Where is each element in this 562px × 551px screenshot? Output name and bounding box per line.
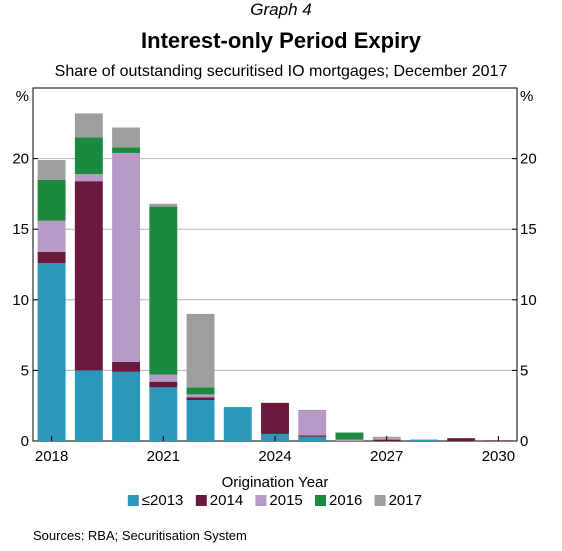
- bar-segment: [261, 402, 289, 434]
- bar-segment: [223, 407, 252, 441]
- y-tick-label-left: 20: [12, 151, 29, 168]
- bar-segment: [112, 147, 141, 153]
- bar-segment: [74, 181, 103, 371]
- y-tick-label-right: 20: [520, 151, 537, 168]
- chart-subtitle: Share of outstanding securitised IO mort…: [54, 63, 508, 80]
- bar-segment: [149, 374, 178, 382]
- bar-segment: [149, 381, 178, 388]
- legend-label: 2017: [389, 492, 422, 509]
- bar-segment: [37, 220, 66, 252]
- y-tick-label-left: 10: [12, 292, 29, 309]
- bar-segment: [298, 436, 327, 441]
- bar-segment: [112, 127, 141, 148]
- y-tick-label-right: 5: [520, 362, 528, 379]
- graph-label: Graph 4: [250, 0, 312, 19]
- bar-segment: [149, 387, 178, 441]
- y-unit-right: %: [520, 88, 533, 105]
- y-unit-left: %: [16, 88, 29, 105]
- bar-segment: [298, 409, 327, 412]
- bar-segment: [447, 438, 476, 441]
- bar-segment: [74, 137, 103, 175]
- y-tick-label-right: 0: [520, 433, 528, 450]
- chart-title: Interest-only Period Expiry: [141, 28, 421, 53]
- bar-segment: [335, 439, 364, 441]
- bar-segment: [149, 206, 178, 375]
- legend-swatch: [315, 495, 326, 506]
- y-tick-label-right: 10: [520, 292, 537, 309]
- x-tick-label: 2021: [147, 448, 180, 465]
- bar-segment: [409, 439, 438, 441]
- x-axis-label: Origination Year: [222, 474, 329, 491]
- bar-segment: [112, 371, 141, 441]
- legend-swatch: [255, 495, 267, 506]
- y-tick-label-right: 15: [520, 221, 537, 238]
- y-tick-label-left: 0: [21, 433, 29, 450]
- bar-segment: [74, 370, 103, 441]
- bar-segment: [186, 394, 215, 398]
- plot-frame: [32, 87, 518, 442]
- bar-segment: [112, 361, 141, 372]
- bar-segment: [149, 203, 178, 207]
- bar-segment: [37, 251, 66, 264]
- bar-segment: [37, 263, 66, 441]
- x-tick-label: 2018: [35, 448, 68, 465]
- bar-segment: [74, 174, 103, 182]
- bar-segment: [186, 397, 215, 401]
- y-tick-label-left: 15: [12, 221, 29, 238]
- bar-segment: [74, 113, 103, 138]
- legend-label: 2016: [329, 492, 362, 509]
- x-tick-label: 2024: [258, 448, 291, 465]
- legend-swatch: [374, 495, 386, 506]
- bar-segment: [298, 435, 327, 437]
- bar-segment: [335, 432, 364, 440]
- bar-segment: [37, 179, 66, 221]
- legend-label: 2015: [269, 492, 302, 509]
- legend-swatch: [127, 495, 139, 506]
- x-tick-label: 2030: [482, 448, 515, 465]
- y-tick-label-left: 5: [21, 362, 29, 379]
- legend-label: 2014: [210, 492, 243, 509]
- bar-segment: [37, 160, 66, 180]
- bar-segment: [186, 400, 215, 441]
- bar-segment: [186, 387, 215, 395]
- legend-swatch: [195, 495, 207, 506]
- bar-segment: [112, 152, 141, 362]
- bar-segment: [298, 411, 327, 436]
- bar-segment: [186, 313, 215, 388]
- legend-label: ≤2013: [142, 492, 184, 509]
- source-note: Sources: RBA; Securitisation System: [33, 528, 247, 543]
- x-tick-label: 2027: [370, 448, 403, 465]
